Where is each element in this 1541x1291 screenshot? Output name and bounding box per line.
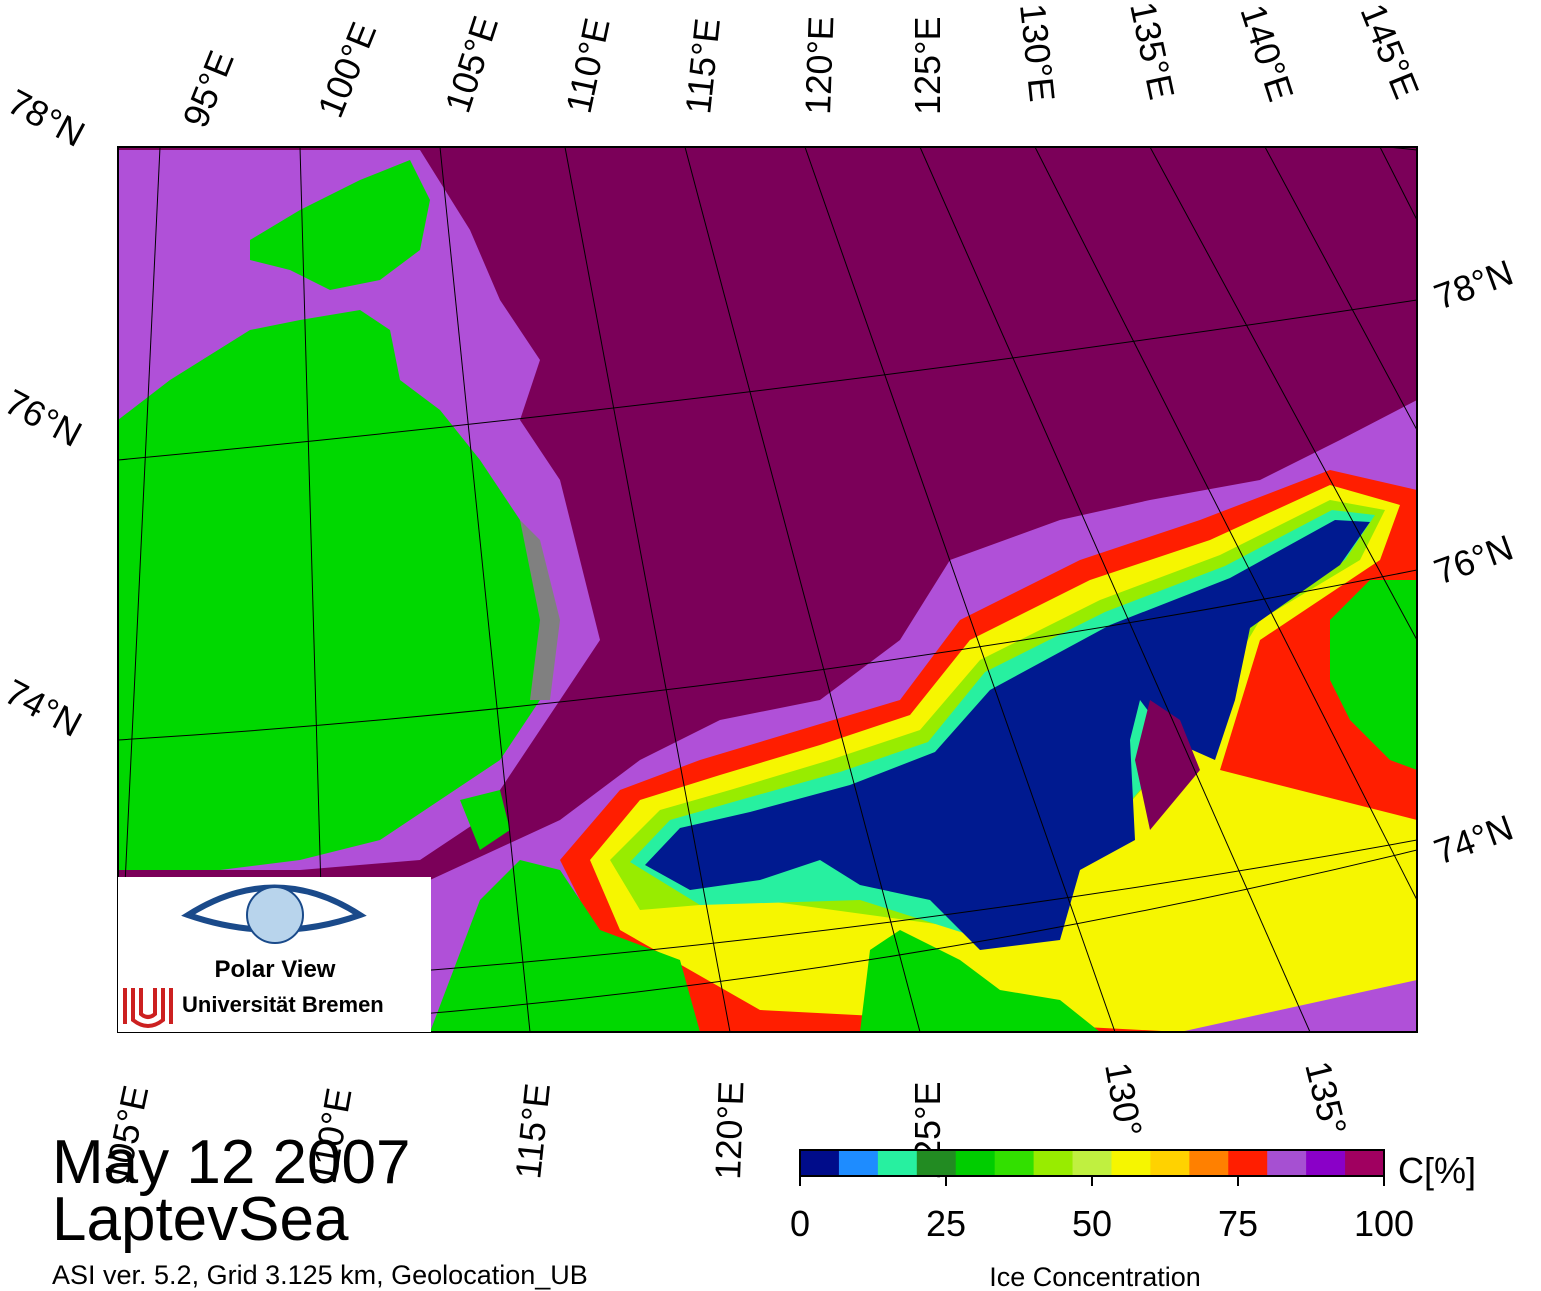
top-lon-label: 130°E [1012, 2, 1063, 104]
bottom-lon-label: 130° [1097, 1059, 1150, 1139]
colorbar-segment [838, 1150, 879, 1176]
right-lat-label: 78°N [1429, 251, 1519, 317]
top-lon-label: 95°E [174, 45, 241, 133]
right-lat-label: 74°N [1429, 806, 1519, 872]
logo-institution: Universität Bremen [182, 992, 384, 1017]
top-lon-label: 105°E [437, 11, 506, 117]
left-lat-label: 78°N [1, 81, 91, 155]
colorbar-ticks [799, 1176, 1385, 1186]
top-longitude-labels: 95°E 100°E 105°E 110°E 115°E 120°E 125°E… [174, 0, 1427, 133]
colorbar-tick-label: 75 [1218, 1203, 1258, 1244]
colorbar-tick-label: 50 [1072, 1203, 1112, 1244]
colorbar-segment [1111, 1150, 1151, 1176]
land-small-island [460, 790, 510, 850]
colorbar-segments [800, 1150, 1385, 1176]
colorbar: 0 25 50 75 100 C[%] Ice Concentration [790, 1149, 1476, 1291]
top-lon-label: 110°E [558, 14, 618, 116]
colorbar-segment [1345, 1150, 1385, 1176]
open-water-polynya [645, 520, 1370, 950]
colorbar-segment [1189, 1150, 1229, 1176]
land-lena-delta [860, 930, 1100, 1032]
colorbar-tick-label: 0 [790, 1203, 810, 1244]
top-lon-label: 140°E [1232, 0, 1301, 106]
map-footnote: ASI ver. 5.2, Grid 3.125 km, Geolocation… [52, 1260, 588, 1290]
top-lon-label: 120°E [797, 15, 841, 115]
coast-gray [520, 520, 560, 700]
land-severnaya-zemlya [250, 160, 430, 290]
colorbar-tick-label: 25 [926, 1203, 966, 1244]
colorbar-unit: C[%] [1398, 1150, 1476, 1191]
colorbar-segment [1072, 1150, 1112, 1176]
map-frame [117, 146, 1418, 1033]
inner-fast-ice [1135, 700, 1200, 830]
colorbar-segment [1267, 1150, 1307, 1176]
colorbar-segment [1033, 1150, 1074, 1176]
land-new-siberian-islands [1330, 580, 1417, 770]
colorbar-segment [877, 1150, 918, 1176]
left-lat-label: 76°N [0, 381, 89, 455]
bottom-lon-label: 120°E [707, 1080, 751, 1180]
colorbar-title: Ice Concentration [989, 1262, 1201, 1291]
colorbar-segment [800, 1150, 840, 1176]
bremen-logo-icon [123, 988, 173, 1028]
eye-icon [181, 884, 367, 933]
colorbar-segment [955, 1150, 996, 1176]
top-lon-label: 135°E [1122, 0, 1183, 103]
bottom-lon-label: 135° [1297, 1057, 1355, 1139]
top-lon-label: 125°E [907, 17, 948, 115]
top-lon-label: 100°E [309, 16, 384, 123]
right-lat-label: 76°N [1429, 526, 1519, 592]
land-south-coast [430, 860, 700, 1032]
colorbar-segment [1150, 1150, 1190, 1176]
colorbar-segment [916, 1150, 957, 1176]
colorbar-segment [1228, 1150, 1268, 1176]
map-date: May 12 2007 [52, 1128, 410, 1197]
colorbar-segment [1306, 1150, 1346, 1176]
map-region: LaptevSea [52, 1185, 349, 1254]
top-lon-label: 145°E [1353, 0, 1428, 104]
map-area [118, 147, 1417, 1032]
logo-title: Polar View [215, 956, 336, 983]
top-lon-label: 115°E [677, 16, 728, 116]
colorbar-segment [994, 1150, 1035, 1176]
polar-view-logo: Polar View Universität Bremen [118, 877, 431, 1032]
left-lat-label: 74°N [0, 671, 89, 745]
colorbar-tick-label: 100 [1354, 1203, 1414, 1244]
bottom-lon-label: 115°E [507, 1081, 558, 1181]
